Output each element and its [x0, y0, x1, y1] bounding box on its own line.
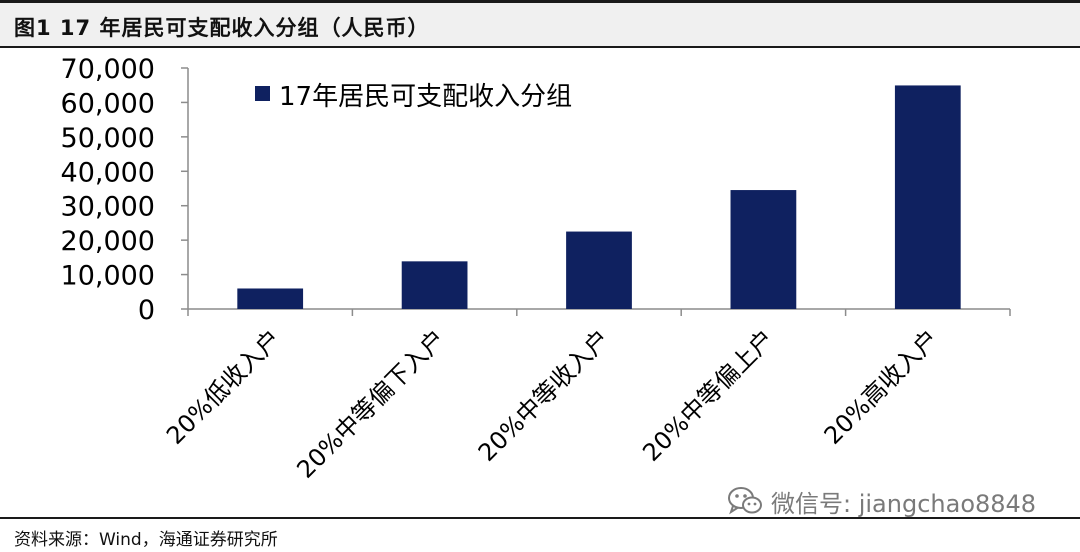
- header-bar: [0, 3, 1080, 46]
- watermark: 微信号: jiangchao8848: [727, 486, 1037, 518]
- y-tick-label: 20,000: [61, 226, 155, 257]
- watermark-text: 微信号: jiangchao8848: [771, 489, 1037, 518]
- header-bottom-rule: [0, 46, 1080, 48]
- y-tick-label: 50,000: [61, 123, 155, 154]
- bar: [401, 261, 468, 309]
- x-tick-label: 20%低收入户: [161, 324, 286, 449]
- legend-label: 17年居民可支配收入分组: [279, 82, 572, 112]
- x-tick-label: 20%中等偏下入户: [292, 324, 451, 483]
- bar: [566, 231, 632, 309]
- x-tick-label: 20%高收入户: [819, 324, 944, 449]
- x-axis: 20%低收入户 20%中等偏下入户 20%中等收入户 20%中等偏上户 20%高收入户: [161, 308, 1011, 484]
- bar: [237, 288, 304, 309]
- bar: [730, 190, 797, 309]
- y-tick-label: 40,000: [61, 157, 155, 188]
- bars: [237, 85, 961, 309]
- legend-swatch: [255, 86, 270, 101]
- source-note: 资料来源：Wind，海通证券研究所: [14, 530, 278, 550]
- bar: [894, 85, 961, 309]
- x-tick-label: 20%中等收入户: [473, 324, 615, 466]
- legend: 17年居民可支配收入分组: [255, 82, 572, 112]
- footer-rule: [0, 517, 1080, 519]
- y-tick-label: 10,000: [61, 261, 155, 292]
- y-tick-label: 70,000: [61, 54, 155, 85]
- wechat-icon: [728, 487, 762, 515]
- y-tick-label: 60,000: [61, 88, 155, 119]
- figure-title: 图1 17 年居民可支配收入分组（人民币）: [14, 16, 430, 40]
- y-tick-label: 30,000: [61, 192, 155, 223]
- x-tick-label: 20%中等偏上户: [637, 324, 779, 466]
- y-tick-label: 0: [138, 295, 155, 326]
- header-top-rule: [0, 0, 1080, 3]
